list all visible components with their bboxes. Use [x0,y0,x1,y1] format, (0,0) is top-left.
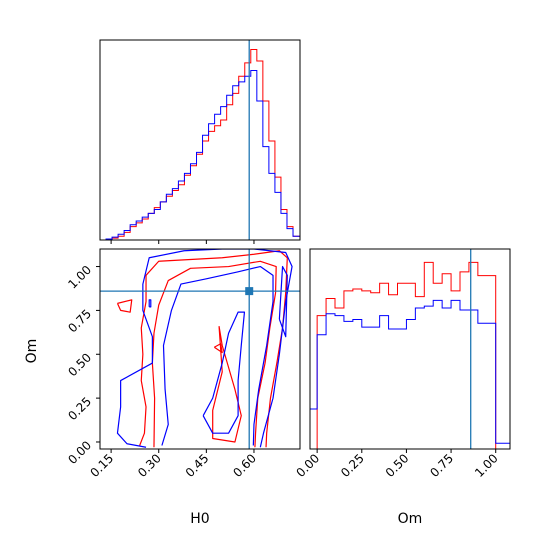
contour-red [213,343,223,354]
contour-blue [202,311,246,434]
contour-red [151,260,277,448]
contour-red [212,326,242,443]
joint-xlabel: H0 [190,511,209,527]
contour-red [139,250,288,448]
joint-frame [99,248,301,450]
contour-blue [148,299,152,308]
hist-h0-frame [99,39,301,241]
hist-om-series-red [310,261,510,449]
contour-red [116,299,133,313]
joint-truth-marker [245,287,254,296]
hist-om-xlabel: Om [398,511,423,527]
contour-blue [116,249,293,448]
contour-blue [161,265,274,446]
joint-ylabel: Om [24,339,40,364]
hist-h0-panel [99,39,301,244]
hist-om-series-blue [310,299,510,449]
contour-blue [278,265,288,338]
hist-h0-series-blue [100,69,300,240]
hist-om-frame [309,248,511,450]
